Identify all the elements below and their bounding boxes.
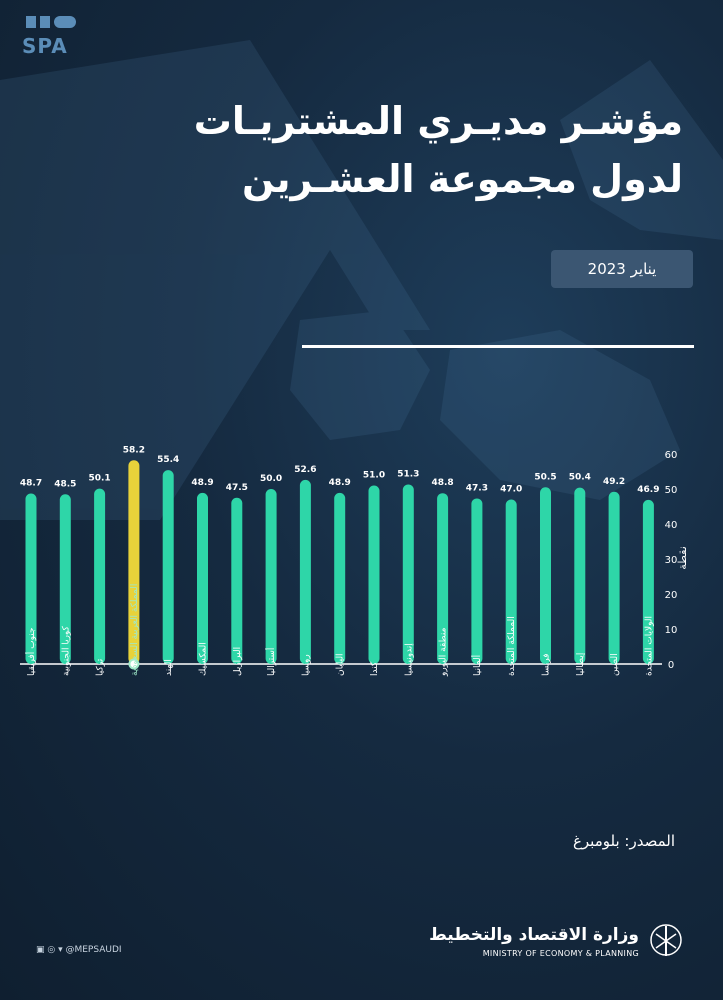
bar (574, 487, 586, 664)
bar (437, 493, 449, 664)
y-tick-label: 60 (665, 450, 678, 461)
y-tick-label: 40 (665, 520, 678, 531)
data-label: 49.2 (603, 477, 625, 487)
data-label: 55.4 (157, 455, 179, 465)
category-label: روسيا (301, 654, 311, 676)
social-handle-text: @MEPSAUDI (65, 945, 122, 955)
category-label: كندا (370, 661, 380, 676)
divider-line (302, 345, 694, 348)
bar (25, 493, 37, 664)
category-label: الولايات المتحدة (644, 616, 654, 676)
highlight-marker (128, 658, 140, 670)
y-tick-label: 30 (665, 555, 678, 566)
data-label: 52.6 (294, 465, 316, 475)
category-label: إيطاليا (576, 653, 586, 676)
category-label: الصين (610, 653, 620, 676)
data-label: 50.0 (260, 474, 282, 484)
spa-logo-text: SPA (22, 34, 68, 58)
category-label: المملكة العربية السعودية (130, 584, 140, 676)
bar (59, 494, 71, 664)
data-label: 48.7 (20, 479, 42, 489)
bar (299, 479, 311, 664)
category-label: جنوب أفريقيا (25, 627, 37, 676)
data-label: 46.9 (637, 485, 659, 495)
ministry-name-en: MINISTRY OF ECONOMY & PLANNING (482, 949, 639, 958)
bar (128, 460, 140, 664)
bar (231, 497, 243, 664)
bar (368, 485, 380, 664)
y-tick-label: 0 (668, 660, 674, 671)
bar (402, 484, 414, 664)
bar (265, 489, 277, 664)
data-label: 47.0 (500, 485, 522, 495)
data-label: 50.4 (569, 473, 591, 483)
bar (642, 499, 654, 664)
y-tick-label: 20 (665, 590, 678, 601)
bar (94, 488, 106, 664)
bar (608, 491, 620, 664)
category-label: كوريا الجنوبية (61, 625, 71, 676)
category-label: الهند (164, 659, 174, 676)
page-title: مؤشـر مديـري المشتريـات لدول مجموعة العش… (123, 92, 683, 208)
category-label: ألمانيا (471, 655, 483, 676)
bar (505, 499, 517, 664)
background-decoration (0, 40, 723, 520)
data-label: 50.1 (88, 474, 110, 484)
title-line-2: لدول مجموعة العشـرين (242, 157, 683, 201)
source-note: المصدر: بلومبرغ (572, 832, 675, 850)
y-tick-label: 10 (665, 625, 678, 636)
category-label: أستراليا (265, 648, 277, 676)
social-handle: ▣ ◎ ▾ @MEPSAUDI (36, 945, 122, 955)
social-icons: ▣ ◎ ▾ (36, 945, 66, 955)
bar-chart: 0 10 20 30 40 50 60 نقطة 48.7 جنوب أفريقيا 48.5 كور… (20, 445, 689, 677)
data-label: 48.8 (431, 478, 453, 488)
category-label: فرنسا (542, 653, 552, 676)
category-label: المكسيك (199, 642, 209, 676)
bar (540, 487, 551, 664)
ministry-emblem-icon (650, 924, 682, 956)
date-badge: يناير 2023 (551, 250, 693, 288)
ministry-name-ar: وزارة الاقتصاد والتخطيط (429, 925, 639, 945)
category-label: منطقة اليورو (439, 627, 449, 677)
data-label: 51.0 (363, 471, 385, 481)
data-label: 48.5 (54, 479, 76, 489)
category-label: إندونيسيا (404, 643, 414, 676)
y-axis-label: نقطة (676, 546, 689, 570)
category-label: اليابان (336, 653, 346, 676)
data-label: 50.5 (534, 472, 556, 482)
category-label: المملكة المتحدة (507, 616, 517, 676)
data-label: 51.3 (397, 469, 419, 479)
data-label: 58.2 (123, 445, 145, 455)
bar (334, 492, 346, 664)
category-label: تركيا (96, 658, 106, 676)
data-label: 48.9 (191, 478, 213, 488)
data-label: 47.5 (226, 483, 248, 493)
data-label: 47.3 (466, 483, 488, 493)
category-label: البرازيل (233, 647, 243, 676)
title-line-1: مؤشـر مديـري المشتريـات (193, 99, 683, 143)
data-label: 48.9 (329, 478, 351, 488)
spa-logo-icon (26, 16, 76, 28)
bar (162, 470, 174, 664)
bar (471, 498, 483, 664)
y-tick-label: 50 (665, 485, 678, 496)
bar (197, 492, 208, 664)
